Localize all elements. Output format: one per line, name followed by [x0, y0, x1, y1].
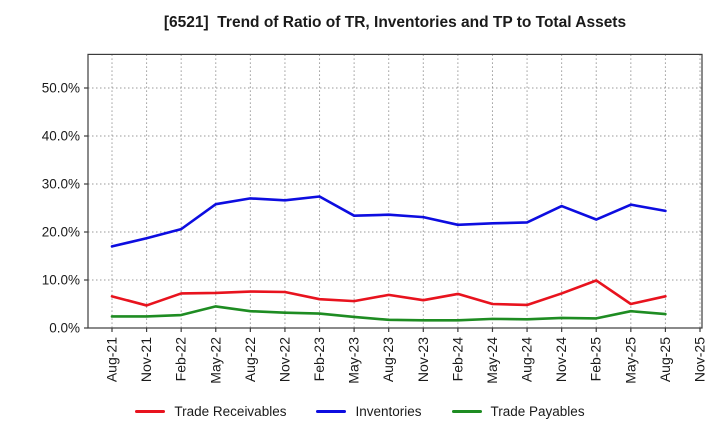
x-tick-label: May-25 — [622, 337, 638, 384]
y-tick-label: 40.0% — [42, 129, 80, 144]
x-tick-label: Aug-25 — [657, 337, 673, 382]
x-tick-label: May-23 — [346, 337, 362, 384]
legend-item-inventories: Inventories — [316, 404, 422, 419]
y-tick-label: 10.0% — [42, 273, 80, 288]
legend-label: Trade Payables — [490, 404, 585, 419]
x-tick-label: Feb-22 — [173, 337, 189, 382]
y-tick-label: 50.0% — [42, 81, 80, 96]
legend-line-sample-trade-payables — [451, 410, 482, 413]
x-tick-label: Nov-24 — [553, 337, 569, 382]
x-tick-label: Feb-25 — [588, 337, 604, 382]
legend-label: Inventories — [355, 404, 422, 419]
chart-legend: Trade Receivables Inventories Trade Payabl… — [0, 404, 720, 419]
x-tick-label: Aug-23 — [380, 337, 396, 382]
x-tick-label: May-22 — [207, 337, 223, 384]
legend-label: Trade Receivables — [174, 404, 287, 419]
x-tick-label: Nov-22 — [276, 337, 292, 382]
y-tick-label: 20.0% — [42, 225, 80, 240]
x-tick-label: Nov-21 — [138, 337, 154, 382]
legend-line-sample-inventories — [316, 410, 347, 413]
x-tick-label: Aug-22 — [242, 337, 258, 382]
x-tick-label: Feb-24 — [449, 337, 465, 382]
x-tick-label: Feb-23 — [311, 337, 327, 382]
series-line-trade-payables — [110, 305, 667, 322]
x-tick-label: Aug-24 — [519, 337, 535, 382]
x-tick-label: Nov-23 — [415, 337, 431, 382]
plot-border — [87, 53, 703, 329]
y-tick-label: 30.0% — [42, 177, 80, 192]
y-tick-label: 0.0% — [49, 321, 80, 336]
series-line-inventories — [110, 195, 667, 248]
chart-title: [6521] Trend of Ratio of TR, Inventories… — [163, 14, 627, 31]
x-tick-label: Nov-25 — [692, 337, 708, 382]
x-tick-label: May-24 — [484, 337, 500, 384]
legend-item-trade-payables: Trade Payables — [451, 404, 585, 419]
legend-item-trade-receivables: Trade Receivables — [135, 404, 286, 419]
x-tick-label: Aug-21 — [104, 337, 120, 382]
legend-line-sample-trade-receivables — [135, 410, 166, 413]
series-line-trade-receivables — [110, 279, 667, 307]
